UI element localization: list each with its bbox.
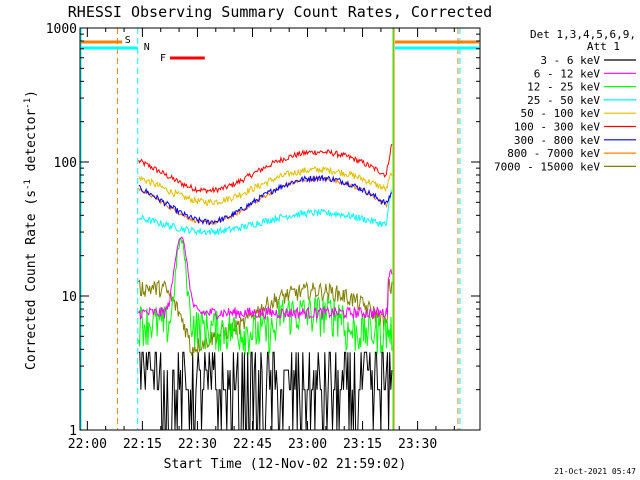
plot-frame — [79, 27, 481, 431]
plot-area: S NF — [80, 28, 479, 431]
x-tick-label: 22:00 — [68, 437, 107, 452]
x-axis-label: Start Time (12-Nov-02 21:59:02) — [164, 457, 407, 472]
legend-label: 6 - 12 keV — [534, 67, 601, 80]
legend-label: 800 - 7000 keV — [507, 147, 600, 160]
x-tick-label: 23:15 — [343, 437, 382, 452]
series-line-7000to15000keV — [138, 278, 393, 356]
series-line-6to12keV — [138, 236, 393, 321]
series-line-25to50keV — [138, 189, 393, 236]
series-line-100to300keV — [138, 143, 393, 194]
footer-date: 21-Oct-2021 05:47 — [554, 467, 636, 476]
legend-label: 25 - 50 keV — [527, 94, 600, 107]
y-tick-label: 10 — [61, 290, 77, 305]
legend-label: 7000 - 15000 keV — [494, 160, 600, 173]
legend-label: 50 - 100 keV — [521, 107, 601, 120]
legend-label: 3 - 6 keV — [540, 54, 600, 67]
y-tick-label: 1 — [69, 424, 77, 439]
y-axis-label: Corrected Count Rate (s-1 detector-1) — [23, 90, 39, 370]
flare-label: F — [160, 53, 166, 64]
x-tick-label: 22:15 — [123, 437, 162, 452]
y-tick-label: 1000 — [46, 22, 77, 37]
chart-title: RHESSI Observing Summary Count Rates, Co… — [68, 3, 492, 21]
x-tick-label: 23:00 — [288, 437, 327, 452]
x-tick-label: 22:45 — [233, 437, 272, 452]
series-line-300to800keV — [138, 174, 393, 226]
y-axis: 1 10 100 1000 — [46, 22, 480, 439]
x-tick-label: 22:30 — [178, 437, 217, 452]
legend-label: 12 - 25 keV — [527, 81, 600, 94]
saa-label: S — [125, 35, 131, 46]
y-tick-label: 100 — [54, 156, 77, 171]
legend-header-line-1: Det 1,3,4,5,6,9, — [530, 28, 636, 41]
legend-label: 300 - 800 keV — [514, 134, 600, 147]
legend-header-line-2: Att 1 — [587, 40, 620, 53]
x-tick-label: 23:30 — [398, 437, 437, 452]
x-axis: 22:00 22:15 22:30 22:45 23:00 23:15 23:30 — [68, 28, 455, 452]
legend-label: 100 - 300 keV — [514, 121, 600, 134]
night-label: N — [144, 42, 150, 53]
series-line-50to100keV — [138, 165, 393, 206]
